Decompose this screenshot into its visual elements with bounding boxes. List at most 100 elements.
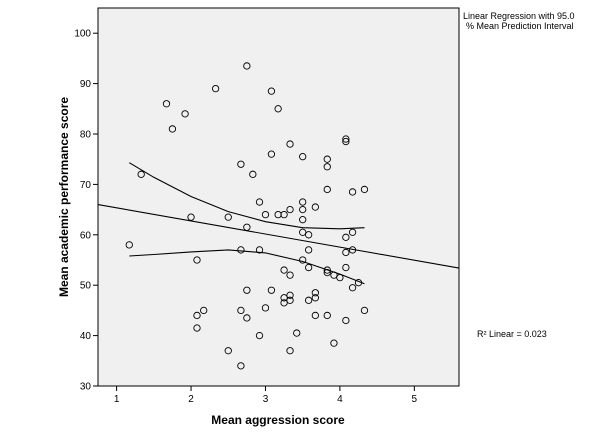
data-point <box>137 170 145 178</box>
data-point <box>293 329 301 337</box>
data-point <box>342 316 350 325</box>
data-point <box>193 256 201 264</box>
data-point <box>299 256 307 264</box>
data-point <box>243 62 251 70</box>
data-point <box>193 311 201 320</box>
data-point <box>261 304 270 312</box>
data-point <box>243 314 251 322</box>
data-point <box>267 150 276 158</box>
x-tick-label: 4 <box>337 394 343 405</box>
data-point <box>342 263 350 272</box>
data-point <box>323 311 331 320</box>
data-point <box>267 87 276 95</box>
data-point <box>193 324 201 332</box>
data-point <box>299 205 307 214</box>
data-point <box>360 306 369 315</box>
y-tick-label: 80 <box>80 130 92 141</box>
y-tick-label: 60 <box>80 230 92 241</box>
data-point <box>168 125 177 133</box>
data-point <box>304 296 313 304</box>
data-point <box>348 228 357 236</box>
x-tick-label: 5 <box>412 394 418 405</box>
data-point <box>311 289 319 297</box>
data-point <box>280 266 288 274</box>
y-tick-label: 100 <box>74 29 91 40</box>
data-point <box>348 188 357 196</box>
data-points <box>125 62 369 370</box>
data-point <box>360 185 369 194</box>
data-point <box>224 347 232 355</box>
data-point <box>311 311 319 320</box>
data-point <box>286 140 294 148</box>
data-point <box>304 246 313 254</box>
data-point <box>200 306 208 315</box>
regression-line <box>97 204 460 269</box>
data-point <box>342 248 350 257</box>
data-point <box>299 153 307 161</box>
data-point <box>323 185 331 194</box>
data-point <box>330 339 338 347</box>
data-point <box>342 233 350 241</box>
data-point <box>323 266 331 274</box>
data-point <box>330 271 338 279</box>
data-point <box>354 279 363 287</box>
data-point <box>348 246 357 254</box>
data-point <box>311 294 319 302</box>
data-point <box>267 286 276 294</box>
data-point <box>286 271 294 279</box>
y-tick-label: 40 <box>80 331 92 342</box>
data-point <box>255 246 264 254</box>
y-axis: 30 40 50 60 70 80 90 100 <box>74 29 98 393</box>
data-point <box>280 210 288 219</box>
y-tick-label: 30 <box>80 382 92 393</box>
data-point <box>336 273 344 282</box>
plot-area <box>97 7 460 387</box>
y-tick-label: 70 <box>80 180 92 191</box>
y-tick-label: 90 <box>80 79 92 90</box>
data-point <box>237 160 245 168</box>
data-point <box>255 331 264 340</box>
data-point <box>280 294 288 302</box>
data-point <box>211 84 220 93</box>
data-point <box>187 213 195 221</box>
data-point <box>304 231 313 239</box>
data-point <box>323 163 331 171</box>
data-point <box>162 100 171 108</box>
fit-line <box>97 204 460 269</box>
data-point <box>249 170 257 178</box>
data-point <box>323 268 331 277</box>
ci-upper-line <box>129 162 365 230</box>
x-tick-label: 3 <box>263 394 269 405</box>
y-tick-label: 50 <box>80 281 92 292</box>
x-axis: 1 2 3 4 5 <box>114 386 418 405</box>
data-point <box>323 155 331 163</box>
data-point <box>311 203 319 211</box>
legend-line-1: Linear Regression with 95.0 <box>463 11 575 21</box>
data-point <box>286 347 294 355</box>
data-point <box>286 205 294 214</box>
data-point <box>304 263 313 272</box>
data-point <box>342 137 350 146</box>
data-point <box>255 198 264 206</box>
x-axis-title: Mean aggression score <box>211 413 345 427</box>
x-tick-label: 2 <box>188 394 194 405</box>
data-point <box>274 105 282 113</box>
data-point <box>342 135 350 143</box>
data-point <box>286 296 294 304</box>
data-point <box>237 306 245 315</box>
data-point <box>299 228 307 236</box>
data-point <box>237 246 245 254</box>
data-point <box>224 213 232 221</box>
r2-label: R² Linear = 0.023 <box>477 329 547 339</box>
data-point <box>243 286 251 294</box>
data-point <box>237 362 245 370</box>
data-point <box>299 198 307 206</box>
data-point <box>125 241 133 249</box>
data-point <box>261 210 270 219</box>
data-point <box>280 299 288 307</box>
x-tick-label: 1 <box>114 394 120 405</box>
y-axis-title: Mean academic performance score <box>57 97 71 297</box>
data-point <box>286 291 294 299</box>
data-point <box>181 110 189 118</box>
